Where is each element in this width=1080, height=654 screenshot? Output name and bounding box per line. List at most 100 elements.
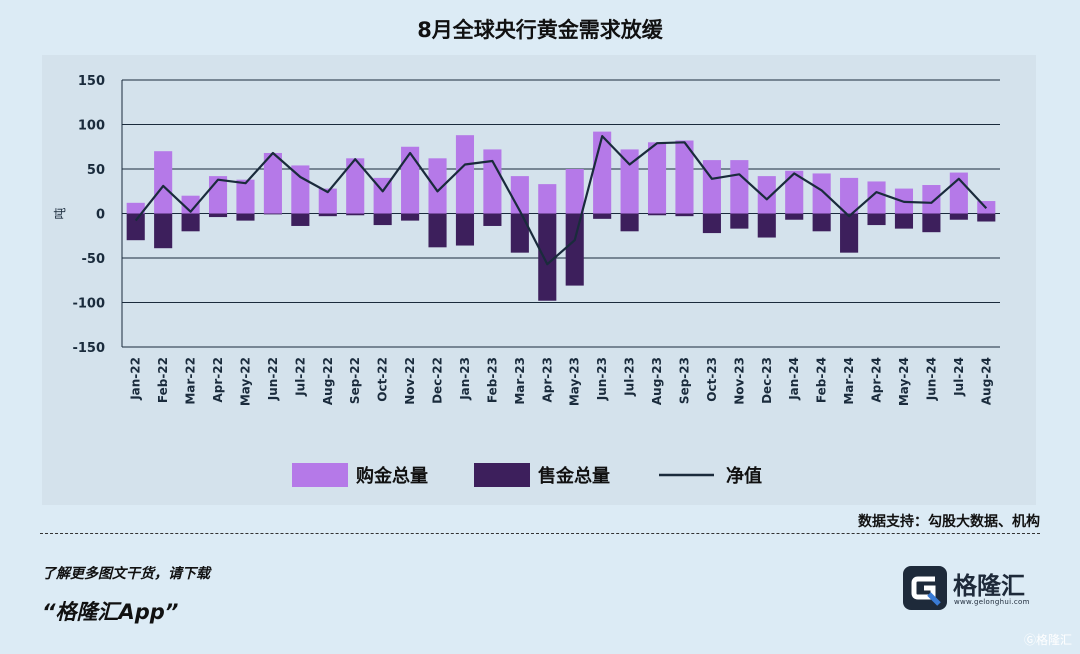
x-tick-label: Sep-23	[677, 357, 691, 404]
x-tick-label: Sep-22	[348, 357, 362, 404]
bar-buy	[263, 152, 282, 214]
bar-sell	[208, 213, 228, 218]
legend-swatch-sell	[474, 463, 530, 487]
chart-panel: 150 100 50 0 -50 -100 -150 吨 Jan-22 Feb-22 Mar-22 A…	[42, 55, 1036, 505]
bar-buy	[675, 140, 694, 214]
x-tick-label: May-24	[897, 357, 911, 406]
corner-watermark: Ⓖ格隆汇	[1023, 633, 1072, 647]
bar-buy	[757, 176, 776, 214]
bar-sell	[236, 213, 255, 221]
x-tick-label: Jun-24	[924, 357, 938, 401]
x-tick-label: May-22	[238, 357, 252, 406]
bar-sell	[538, 213, 557, 301]
bar-buy	[154, 151, 173, 214]
bar-buy	[346, 158, 365, 214]
bar-buy	[647, 142, 667, 214]
bar-sell	[867, 213, 886, 226]
y-tick-label: -50	[82, 252, 106, 267]
bar-sell	[840, 213, 859, 253]
legend-swatch-buy	[292, 463, 348, 487]
x-tick-label: Jul-24	[952, 357, 966, 397]
x-tick-label: Mar-22	[184, 357, 198, 405]
bar-sell	[757, 213, 776, 238]
data-source: 数据支持：勾股大数据、机构	[858, 514, 1040, 530]
x-tick-label: Apr-22	[211, 357, 225, 402]
bar-sell	[483, 213, 502, 226]
bar-buy	[730, 160, 749, 214]
net-line	[134, 134, 988, 266]
x-tick-label: Jan-22	[129, 357, 143, 401]
x-tick-label: Aug-23	[650, 357, 664, 405]
bar-sell	[620, 213, 639, 232]
x-tick-label: Feb-22	[156, 357, 170, 403]
bar-sell	[730, 213, 749, 229]
x-tick-label: May-23	[568, 357, 582, 406]
bar-sell	[510, 213, 529, 253]
bar-sell	[428, 213, 447, 248]
bar-buy	[620, 149, 639, 214]
bar-buy	[455, 135, 475, 214]
bar-sell	[894, 213, 914, 229]
bar-sell	[565, 213, 584, 286]
x-tick-label: Jul-22	[293, 357, 307, 397]
bar-sell	[263, 213, 282, 215]
x-tick-label: Jan-23	[458, 357, 472, 401]
logo-url: www.gelonghui.com	[954, 598, 1030, 606]
chart-svg: 150 100 50 0 -50 -100 -150 吨 Jan-22 Feb-22 Mar-22 A…	[53, 74, 1000, 487]
x-tick-label: Oct-22	[376, 357, 390, 402]
y-tick-label: 50	[87, 163, 105, 178]
x-tick-label: Apr-24	[870, 357, 884, 402]
legend-label-buy: 购金总量	[356, 465, 428, 487]
x-tick-label: Oct-23	[705, 357, 719, 402]
bar-buy	[291, 165, 310, 214]
bar-sell	[977, 213, 996, 222]
bar-sell	[346, 213, 365, 216]
logo-name: 格隆汇	[953, 572, 1025, 600]
y-tick-label: -150	[72, 341, 105, 356]
bar-sell	[455, 213, 475, 246]
logo-g-icon	[903, 566, 947, 610]
bar-sell	[949, 213, 968, 220]
bar-buy	[867, 181, 886, 214]
y-tick-label: 100	[78, 119, 105, 134]
brand-logo: 格隆汇 www.gelonghui.com	[903, 566, 1053, 612]
bar-buy	[483, 149, 502, 214]
chart-title: 8月全球央行黄金需求放缓	[417, 18, 663, 42]
bar-buy	[236, 179, 255, 214]
y-axis-label: 吨	[53, 207, 67, 219]
bar-sell	[401, 213, 420, 221]
bar-sell	[812, 213, 831, 232]
x-tick-label: Dec-23	[760, 357, 774, 404]
bar-sell	[647, 213, 667, 216]
bar-buy	[538, 184, 557, 214]
bar-buy	[922, 185, 941, 214]
x-tick-label: Dec-22	[431, 357, 445, 404]
bar-sell	[922, 213, 941, 233]
x-tick-label: Mar-23	[513, 357, 527, 405]
bar-buy	[785, 170, 804, 214]
y-tick-label: 150	[78, 74, 105, 89]
legend-label-net: 净值	[726, 465, 762, 487]
x-tick-label: Aug-22	[321, 357, 335, 405]
bar-sell	[593, 213, 612, 219]
bar-sell	[291, 213, 310, 226]
bar-sell	[702, 213, 721, 234]
bar-sell	[154, 213, 173, 249]
bar-sell	[181, 213, 200, 232]
y-tick-label: -100	[72, 297, 105, 312]
bar-sell	[373, 213, 392, 226]
bar-buy	[126, 202, 145, 214]
bar-buy	[702, 160, 721, 214]
bar-buy	[181, 195, 200, 214]
x-tick-label: Apr-23	[540, 357, 554, 402]
bar-buy	[318, 188, 337, 214]
x-tick-label: Nov-22	[403, 357, 417, 405]
bar-buy	[565, 169, 584, 214]
legend-label-sell: 售金总量	[538, 465, 610, 487]
bar-sell	[675, 213, 694, 217]
bar-buy	[208, 176, 228, 214]
bar-sell	[126, 213, 145, 241]
download-promo: 了解更多图文干货，请下载	[42, 566, 210, 582]
bar-sell	[785, 213, 804, 220]
x-tick-label: Jan-24	[787, 357, 801, 401]
